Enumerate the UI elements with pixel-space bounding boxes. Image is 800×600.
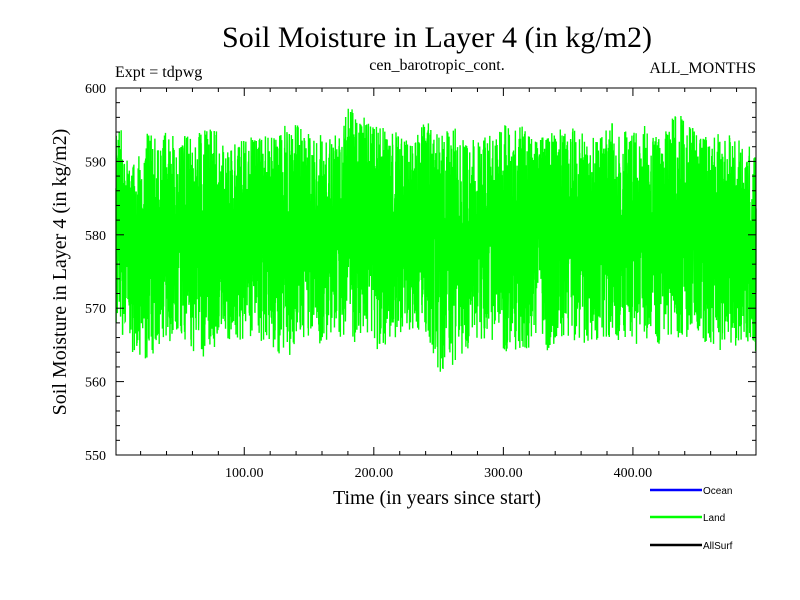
legend: Ocean Land AllSurf [650, 486, 733, 552]
land-series-line [115, 108, 757, 372]
subtitle-case: cen_barotropic_cont. [369, 57, 505, 74]
legend-label-allsurf: AllSurf [703, 541, 733, 552]
y-tick-label: 550 [85, 449, 106, 464]
x-tick-label: 100.00 [225, 466, 264, 481]
axes: 550 560 570 580 590 600 100.00 200.00 300.00 400.… [85, 82, 757, 481]
chart-title: Soil Moisture in Layer 4 (in kg/m2) [222, 21, 652, 54]
y-tick-label: 600 [85, 82, 106, 97]
x-tick-label: 200.00 [355, 466, 394, 481]
x-tick-label: 300.00 [484, 466, 523, 481]
y-tick-label: 580 [85, 229, 106, 244]
x-tick-label: 400.00 [614, 466, 653, 481]
y-axis-label: Soil Moisture in Layer 4 (in kg/m2) [49, 129, 71, 416]
y-tick-label: 570 [85, 302, 106, 317]
subtitle-experiment: Expt = tdpwg [115, 64, 202, 81]
y-tick-label: 560 [85, 376, 106, 391]
plot-frame [115, 87, 757, 456]
subtitle-months: ALL_MONTHS [649, 60, 756, 77]
legend-label-land: Land [703, 513, 725, 524]
y-tick-label: 590 [85, 155, 106, 170]
legend-label-ocean: Ocean [703, 486, 732, 497]
plot-data-series [115, 108, 757, 372]
x-axis-label: Time (in years since start) [333, 487, 541, 509]
